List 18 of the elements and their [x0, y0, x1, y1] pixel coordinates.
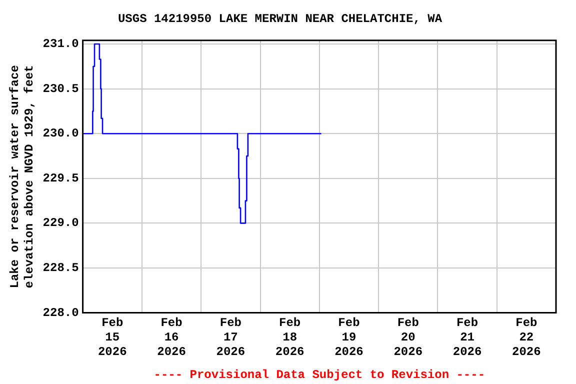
x-tick-label: Feb 17 2026 [216, 316, 246, 359]
y-axis-title: Lake or reservoir water surface elevation above NGVD 1929, feet [8, 64, 37, 288]
x-tick-label: Feb 22 2026 [512, 316, 541, 359]
y-tick-label: 229.5 [42, 171, 79, 186]
y-tick-label: 228.5 [42, 261, 79, 276]
y-tick-label: 228.0 [42, 306, 79, 320]
text: ---- Provisional Data Subject to Revision ---- [154, 368, 486, 382]
x-tick-label: Feb 21 2026 [452, 316, 482, 359]
y-tick-label: 230.5 [42, 82, 79, 96]
x-tick-label: Feb 19 2026 [334, 316, 364, 359]
y-tick-label: 229.0 [42, 216, 79, 230]
chart-title: USGS 14219950 LAKE MERWIN NEAR CHELATCHIE, WA [118, 12, 443, 26]
x-tick-label: Feb 20 2026 [394, 316, 423, 359]
x-tick-label: Feb 18 2026 [275, 316, 304, 359]
x-tick-label: Feb 15 2026 [98, 316, 127, 359]
x-tick-label: Feb 16 2026 [157, 316, 186, 359]
y-tick-label: 231.0 [42, 37, 79, 51]
y-tick-label: 230.0 [42, 126, 79, 141]
